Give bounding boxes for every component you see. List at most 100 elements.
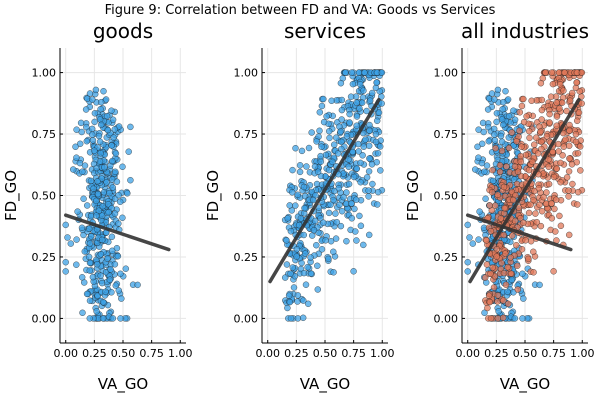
data-point-services xyxy=(514,168,522,176)
data-point-services xyxy=(356,81,364,88)
data-point-goods xyxy=(62,221,69,229)
data-point-services xyxy=(498,259,505,267)
data-point-services xyxy=(574,150,582,157)
data-point-services xyxy=(520,95,527,103)
data-point-services xyxy=(378,69,386,76)
data-point-services xyxy=(536,201,543,209)
x-axis-label: VA_GO xyxy=(98,375,149,394)
data-point-goods xyxy=(479,119,487,127)
data-point-services xyxy=(523,113,530,120)
data-point-services xyxy=(486,298,494,306)
data-point-services xyxy=(504,300,512,308)
data-point-goods xyxy=(508,276,516,283)
data-point-services xyxy=(572,138,580,146)
data-point-goods xyxy=(97,105,104,113)
data-point-services xyxy=(373,79,380,86)
data-point-services xyxy=(351,205,358,213)
data-point-services xyxy=(345,180,353,188)
data-point-services xyxy=(289,264,297,271)
data-point-goods xyxy=(100,87,107,95)
data-point-services xyxy=(532,134,540,141)
data-point-goods xyxy=(113,178,121,185)
data-point-services xyxy=(558,99,566,106)
data-point-services xyxy=(485,292,493,299)
data-point-goods xyxy=(481,309,488,317)
data-point-goods xyxy=(106,189,113,197)
data-point-services xyxy=(565,187,572,194)
data-point-services xyxy=(538,207,546,215)
data-point-goods xyxy=(91,110,99,117)
data-point-services xyxy=(287,228,295,235)
data-point-goods xyxy=(88,125,96,133)
data-point-services xyxy=(565,231,573,239)
data-point-goods xyxy=(110,134,117,141)
data-point-services xyxy=(294,292,302,299)
data-point-services xyxy=(338,138,345,146)
data-point-services xyxy=(356,212,363,220)
x-tick-label: 0.50 xyxy=(313,347,338,360)
data-point-services xyxy=(489,166,496,174)
data-point-goods xyxy=(102,288,109,296)
data-point-services xyxy=(559,152,566,159)
data-point-services xyxy=(513,241,520,249)
data-point-goods xyxy=(478,159,486,167)
data-point-services xyxy=(545,180,553,188)
data-point-goods xyxy=(499,121,507,129)
data-point-goods xyxy=(88,131,96,138)
data-point-services xyxy=(355,69,363,76)
data-point-services xyxy=(503,163,510,170)
data-point-goods xyxy=(482,195,489,203)
y-tick-label: 0.25 xyxy=(434,251,459,264)
data-point-services xyxy=(357,178,364,186)
data-point-goods xyxy=(105,208,112,216)
data-point-goods xyxy=(73,154,80,161)
data-point-goods xyxy=(466,234,473,241)
data-point-services xyxy=(284,215,291,222)
data-point-services xyxy=(346,110,353,118)
data-point-services xyxy=(345,156,352,163)
data-point-goods xyxy=(112,282,120,289)
data-point-services xyxy=(284,304,291,312)
data-point-services xyxy=(338,145,345,153)
data-point-services xyxy=(322,151,330,159)
data-point-goods xyxy=(134,281,141,289)
data-point-goods xyxy=(495,308,502,315)
data-point-services xyxy=(553,99,560,106)
data-point-services xyxy=(365,193,372,200)
data-point-services xyxy=(338,96,346,104)
data-point-goods xyxy=(77,119,85,127)
data-point-services xyxy=(566,121,573,129)
data-point-services xyxy=(486,202,493,209)
data-point-services xyxy=(537,222,545,230)
data-point-services xyxy=(565,168,573,175)
data-point-goods xyxy=(499,98,507,106)
data-point-services xyxy=(494,191,501,199)
data-point-goods xyxy=(99,315,107,322)
data-point-services xyxy=(338,106,346,114)
data-point-services xyxy=(568,161,576,168)
data-point-services xyxy=(286,202,293,209)
data-point-goods xyxy=(112,150,120,157)
panel-title: goods xyxy=(93,19,153,43)
data-point-services xyxy=(300,183,308,191)
data-point-services xyxy=(376,143,384,150)
data-point-goods xyxy=(87,177,95,185)
data-point-services xyxy=(527,201,534,208)
data-point-services xyxy=(352,196,360,203)
data-point-services xyxy=(518,246,526,253)
data-point-services xyxy=(359,152,366,159)
data-point-goods xyxy=(502,87,509,95)
data-point-goods xyxy=(485,123,492,131)
data-point-goods xyxy=(116,198,124,206)
data-point-services xyxy=(361,69,368,76)
data-point-services xyxy=(302,281,310,288)
data-point-services xyxy=(511,163,519,170)
data-point-services xyxy=(538,96,546,104)
data-point-goods xyxy=(86,90,94,97)
y-tick-label: 0.75 xyxy=(234,128,259,141)
data-point-services xyxy=(552,228,559,235)
data-point-services xyxy=(365,231,373,239)
data-point-services xyxy=(487,315,495,322)
data-point-services xyxy=(556,105,563,112)
data-point-services xyxy=(353,165,361,172)
